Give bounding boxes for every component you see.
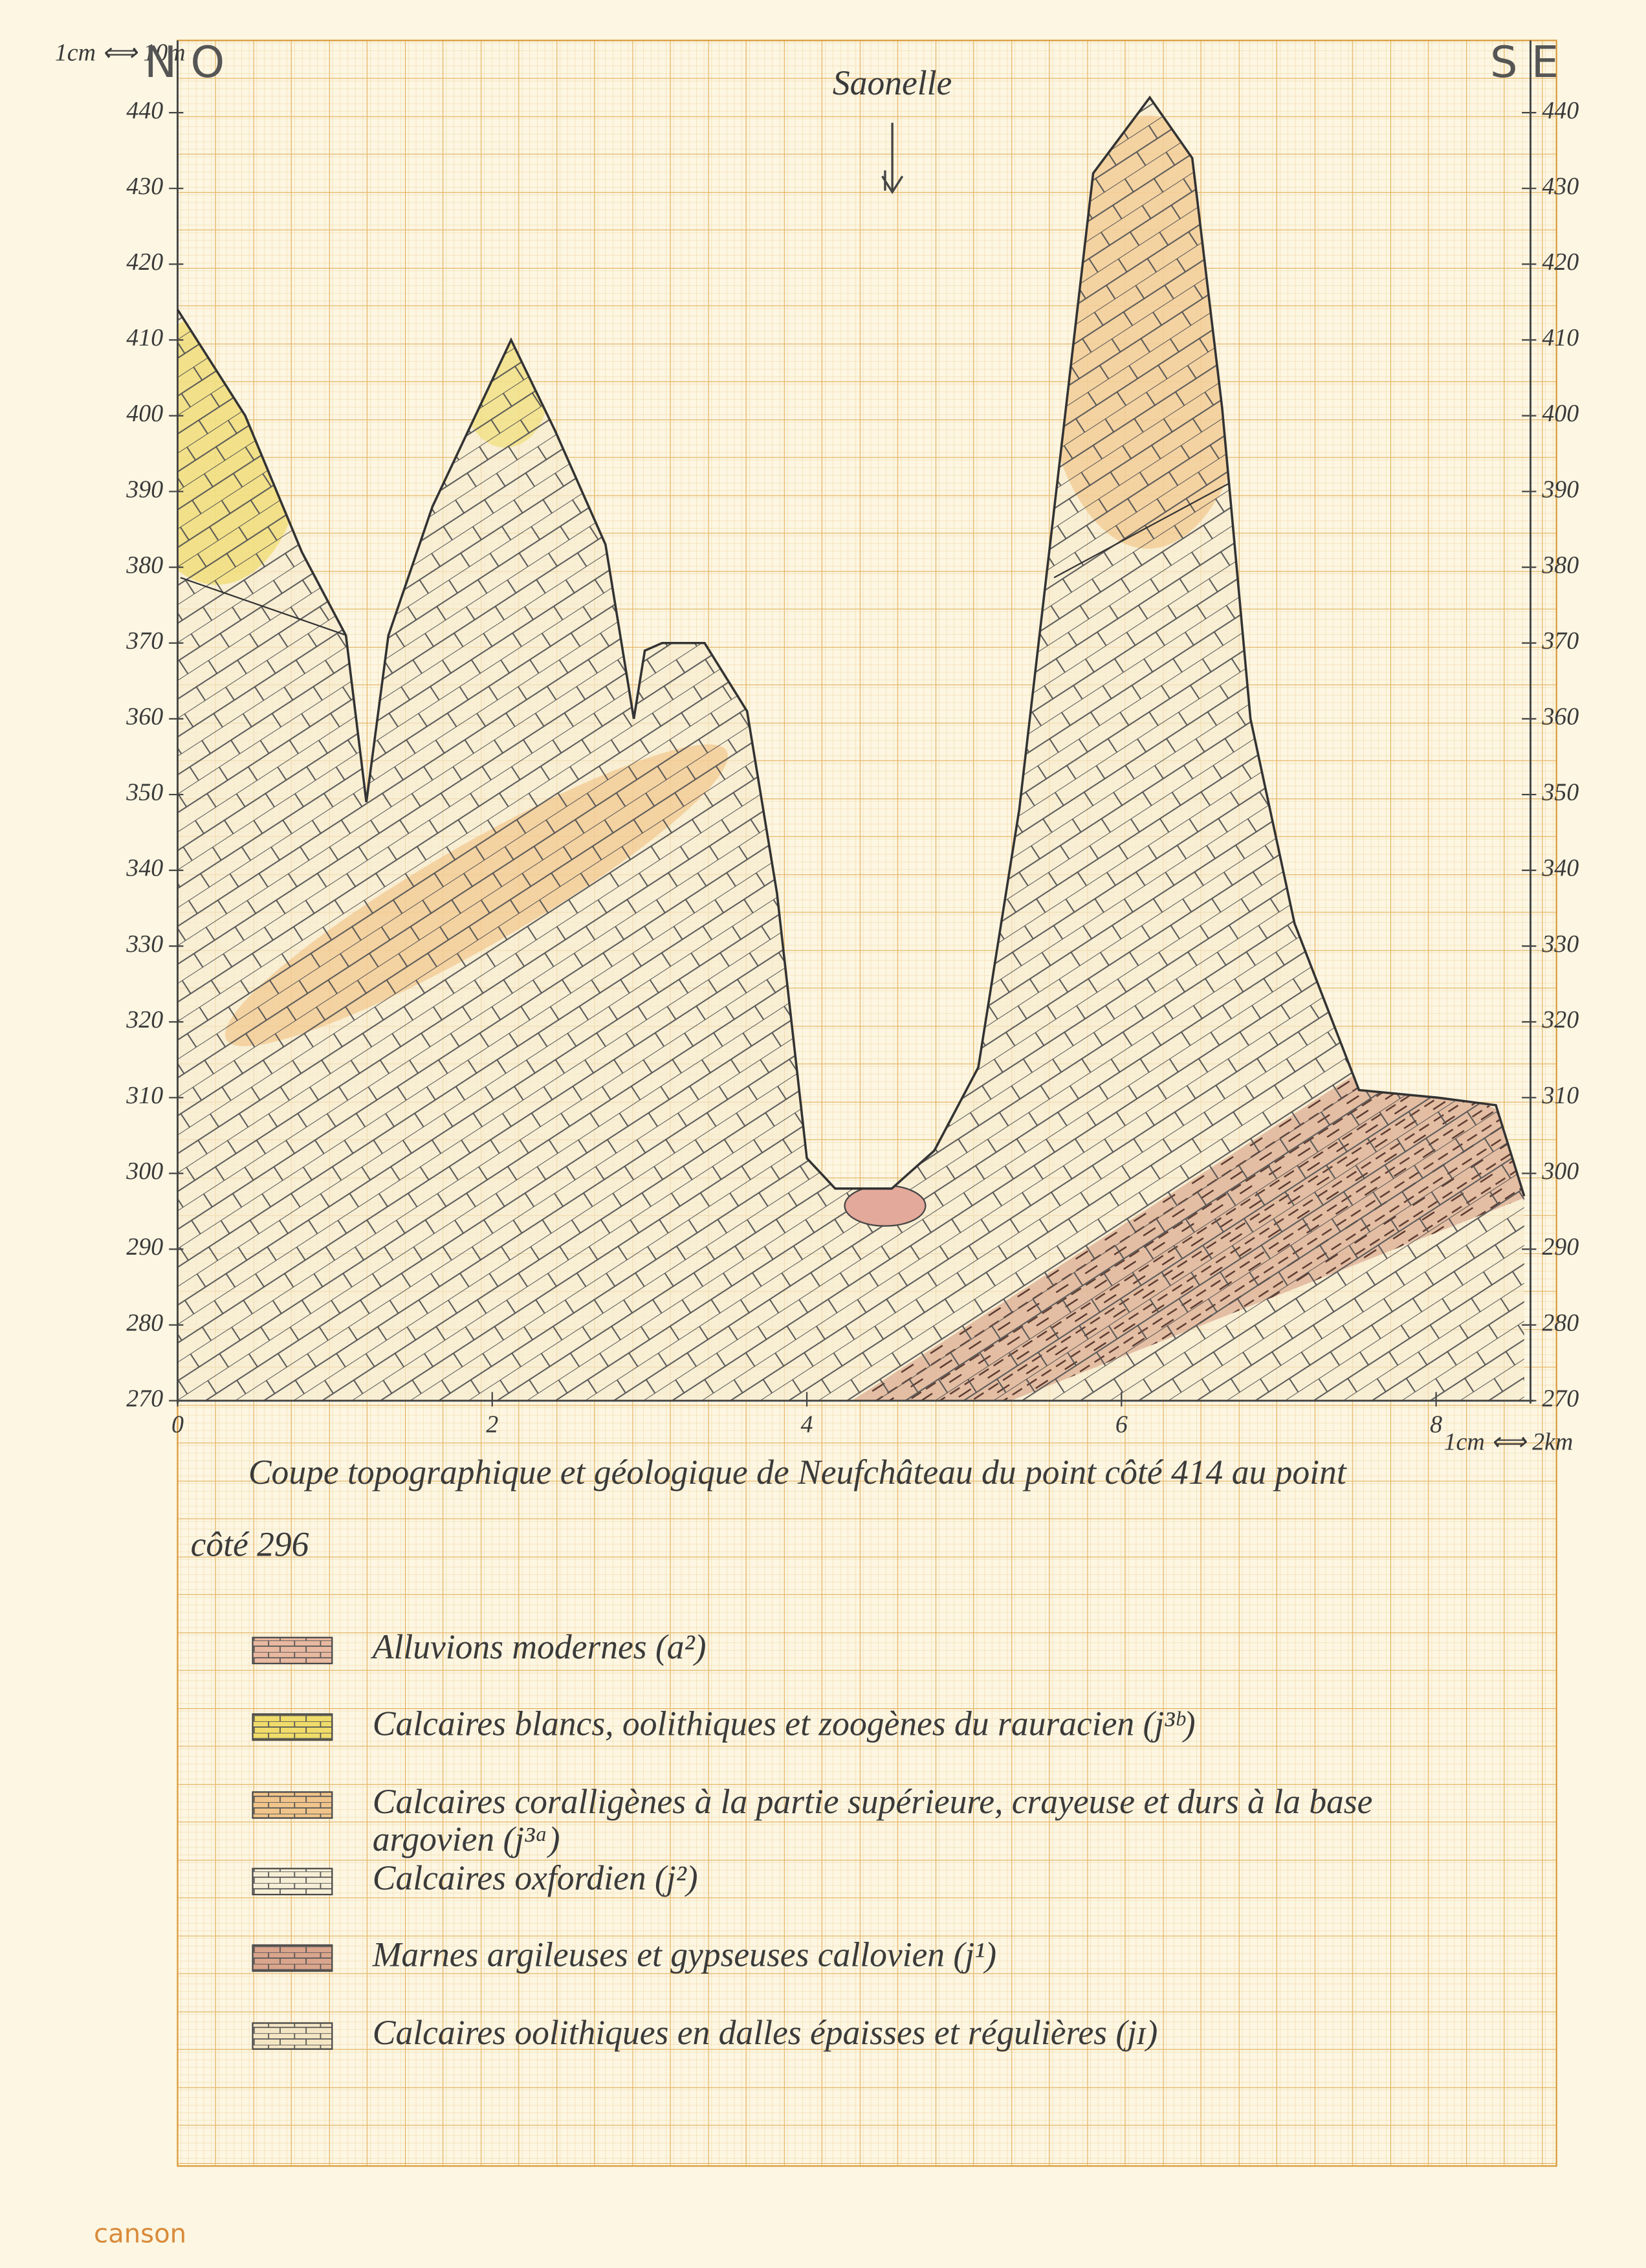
legend-swatch-hatch (252, 1792, 333, 1818)
x-tick-label: 0 (171, 1411, 184, 1438)
y-tick-label: 300 (126, 1158, 163, 1185)
x-tick-label: 4 (801, 1411, 813, 1438)
scale-x: 1cm ⟺ 2km (1444, 1428, 1574, 1455)
caption: côté 296 (191, 1525, 309, 1564)
caption: Coupe topographique et géologique de Neu… (248, 1453, 1347, 1492)
y-tick-label: 350 (126, 779, 163, 806)
legend-swatch-hatch (252, 2023, 333, 2049)
y-tick-label-right: 400 (1542, 400, 1579, 427)
y-tick-label-right: 300 (1541, 1158, 1579, 1185)
y-tick-label: 270 (126, 1385, 163, 1412)
legend-label: Calcaires oxfordien (j²) (373, 1858, 698, 1897)
y-tick-label: 430 (126, 173, 163, 200)
y-tick-label-right: 340 (1541, 855, 1579, 882)
y-tick-label: 330 (126, 930, 163, 958)
brand: canson (94, 2219, 186, 2249)
legend-swatch-hatch (252, 1944, 333, 1972)
right-end: S E (1490, 37, 1559, 87)
river-arrow-head (881, 122, 904, 194)
y-tick-label-right: 430 (1542, 173, 1579, 200)
legend-label: Alluvions modernes (a²) (371, 1627, 707, 1666)
y-tick-label: 340 (126, 855, 163, 882)
y-tick-label-right: 310 (1541, 1082, 1579, 1109)
river-label: Saonelle (833, 63, 952, 102)
y-tick-label-right: 390 (1541, 476, 1579, 503)
y-tick-label: 410 (126, 324, 163, 351)
y-tick-label: 360 (126, 703, 163, 731)
contact-line (180, 476, 1242, 636)
topographic-profile (176, 95, 1526, 1197)
y-tick-label: 440 (126, 97, 163, 124)
y-tick-label: 380 (126, 551, 163, 578)
legend-swatch-hatch (252, 1637, 333, 1664)
y-tick-label-right: 380 (1541, 551, 1579, 578)
left-end: N O (144, 37, 225, 87)
y-tick-label-right: 360 (1541, 703, 1579, 731)
y-tick-label-right: 410 (1542, 324, 1579, 351)
x-tick-label: 2 (486, 1411, 498, 1438)
legend-swatch-hatch (252, 1713, 333, 1741)
x-tick-label: 8 (1430, 1411, 1442, 1438)
y-tick-label-right: 320 (1541, 1006, 1579, 1033)
legend-label: argovien (j³ᵃ) (373, 1820, 560, 1858)
legend-label: Calcaires blancs, oolithiques et zoogène… (373, 1704, 1196, 1743)
y-tick-label: 400 (126, 400, 163, 427)
y-tick-label-right: 330 (1541, 930, 1579, 958)
y-tick-label-right: 290 (1542, 1233, 1579, 1261)
legend-label: Calcaires oolithiques en dalles épaisses… (373, 2013, 1158, 2052)
y-tick-label: 420 (126, 248, 163, 276)
y-tick-label-right: 280 (1542, 1309, 1579, 1336)
y-tick-label: 370 (126, 627, 163, 654)
y-tick-label: 290 (126, 1233, 163, 1261)
y-tick-label: 320 (126, 1006, 163, 1033)
legend-label: Marnes argileuses et gypseuses callovien… (372, 1935, 996, 1974)
y-tick-label-right: 420 (1542, 248, 1579, 276)
y-tick-label-right: 350 (1541, 779, 1579, 806)
y-tick-label: 280 (126, 1309, 163, 1336)
alluvions (844, 1185, 927, 1227)
x-tick-label: 6 (1115, 1411, 1128, 1438)
y-tick-label-right: 370 (1541, 627, 1579, 654)
y-tick-label: 310 (126, 1082, 163, 1109)
y-tick-label: 390 (126, 476, 163, 503)
scale-y: 1cm ⟺ 10m (55, 39, 186, 67)
legend-swatch-hatch (252, 1868, 333, 1895)
legend-label: Calcaires coralligènes à la partie supér… (373, 1782, 1373, 1821)
y-tick-label-right: 440 (1542, 97, 1579, 124)
y-tick-label-right: 270 (1542, 1385, 1579, 1412)
